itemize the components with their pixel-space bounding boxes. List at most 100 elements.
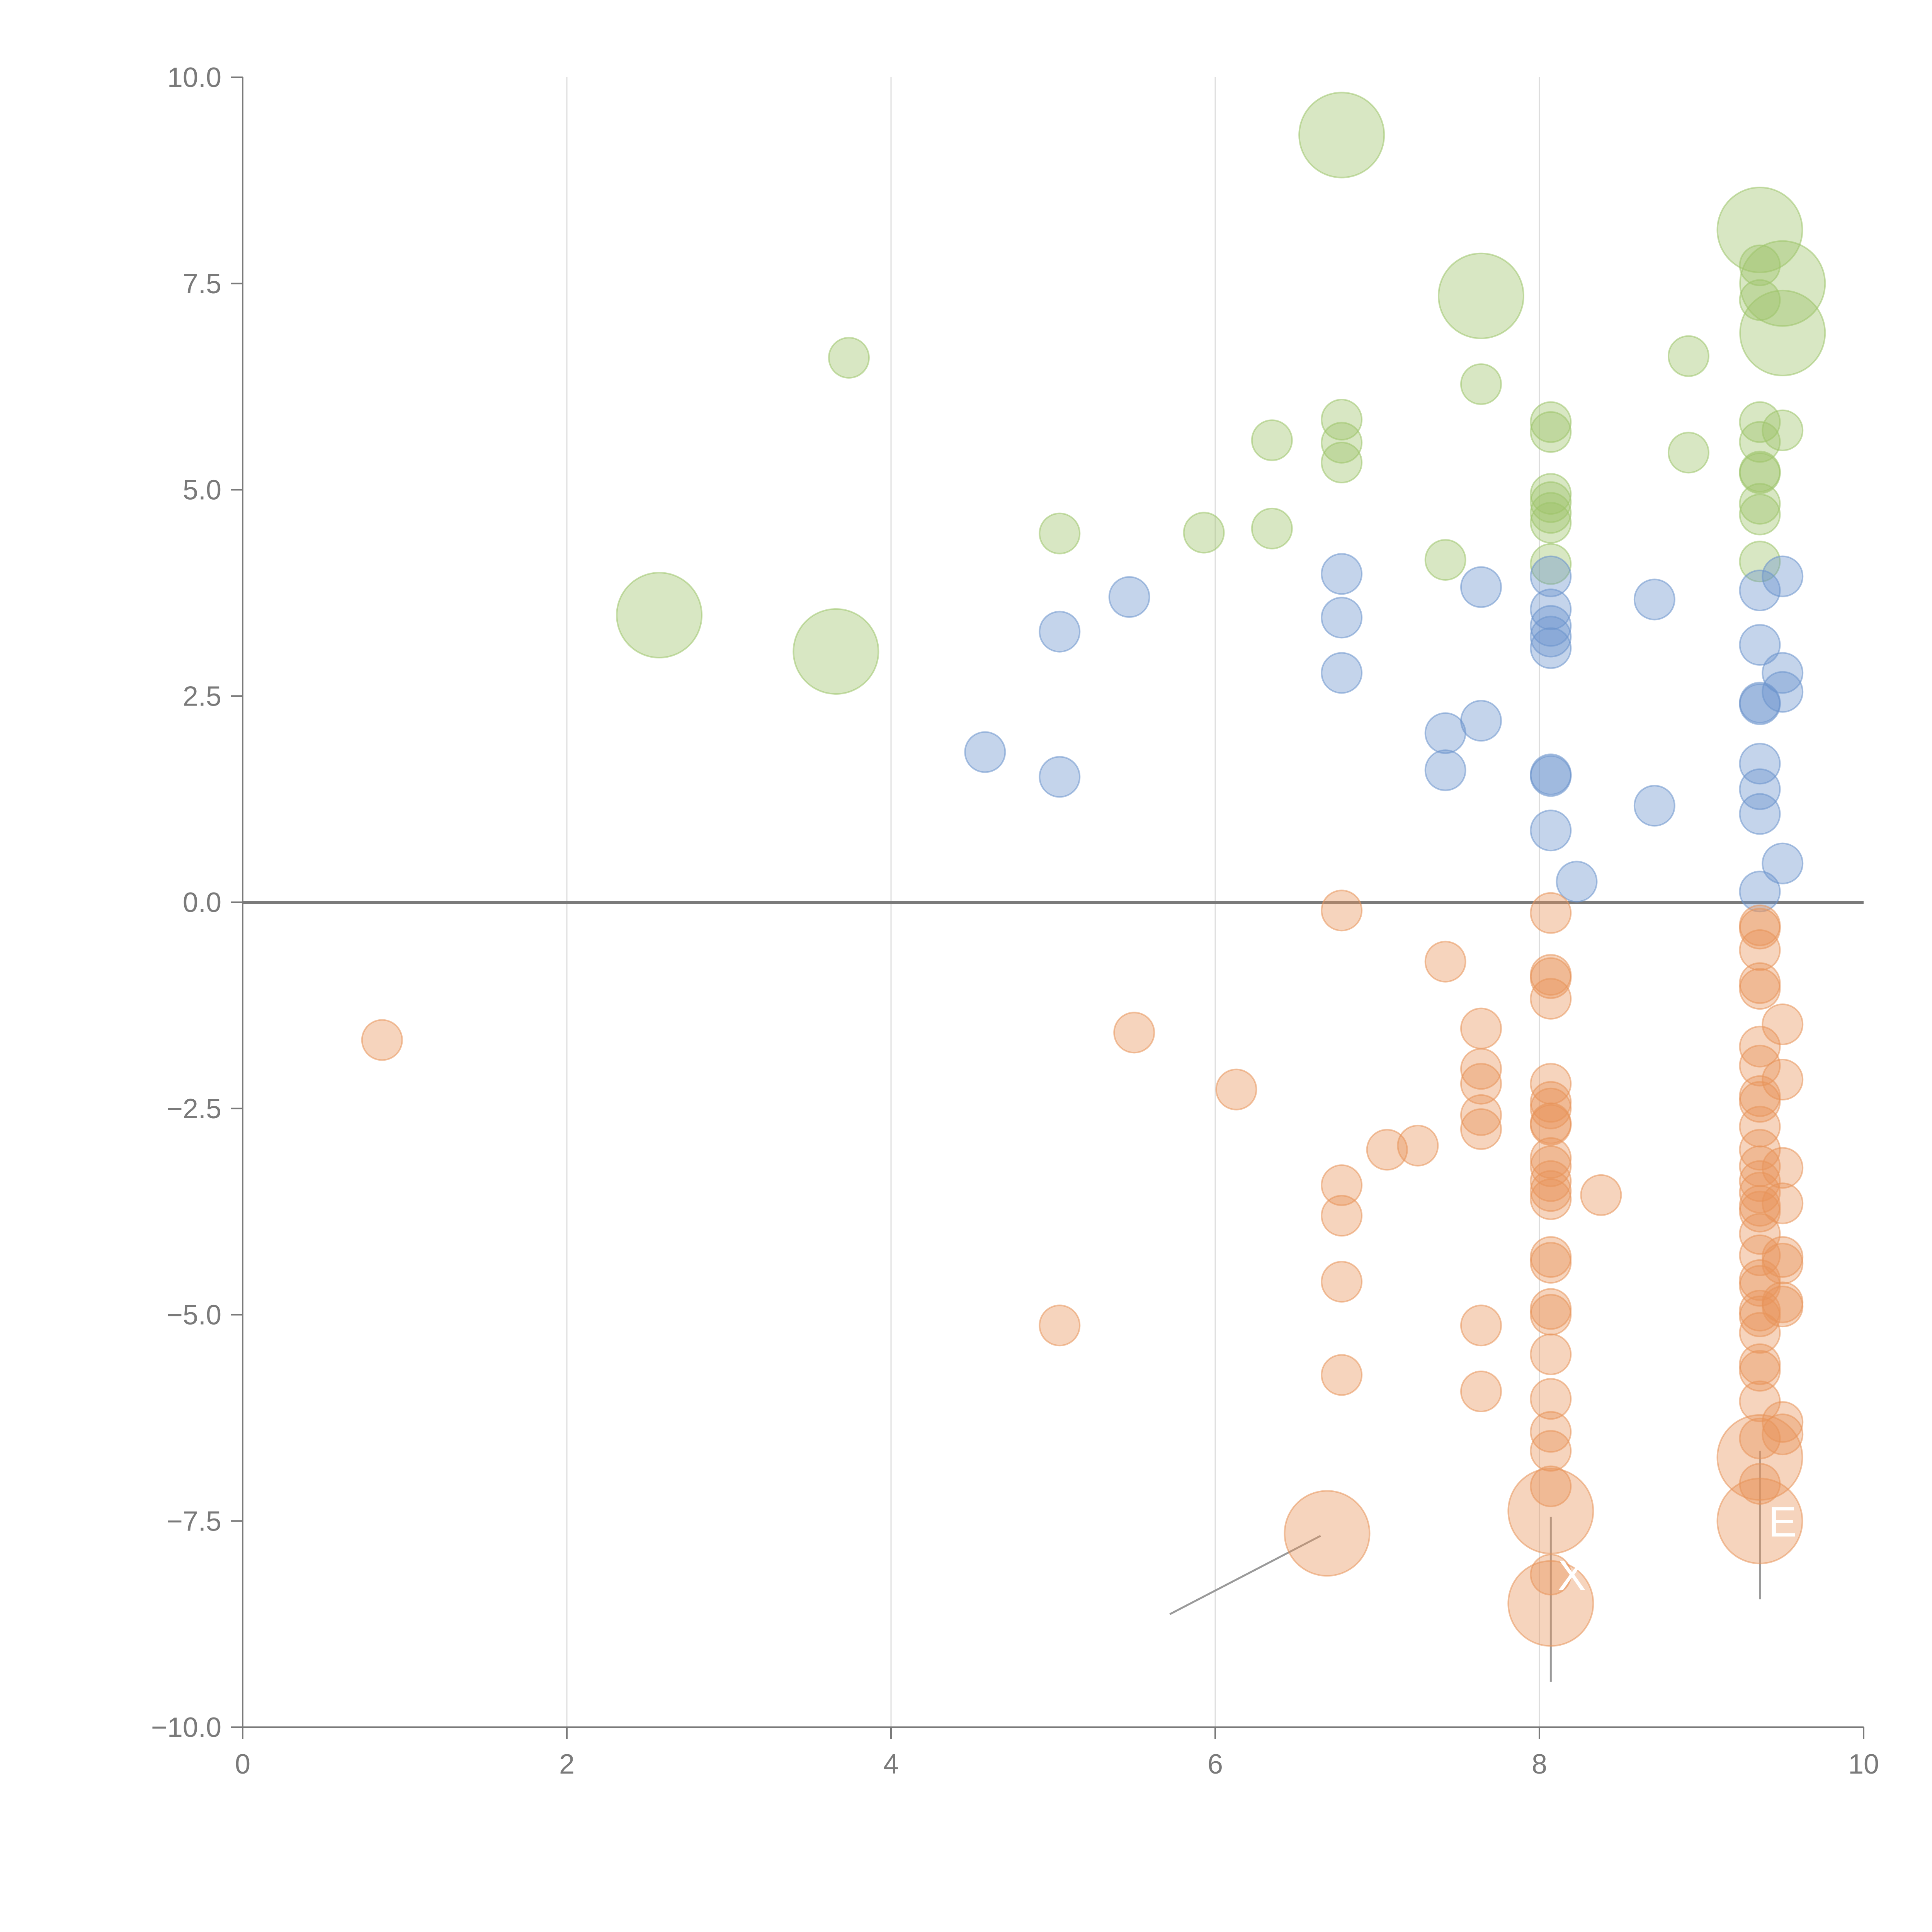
blue-point: [1762, 842, 1804, 884]
blue-point: [1739, 871, 1781, 913]
orange-point: [1739, 1075, 1781, 1117]
orange-point: [1739, 1234, 1781, 1276]
green-point: [1321, 399, 1363, 441]
green-point: [1716, 186, 1803, 273]
orange-point: [1739, 1026, 1781, 1068]
green-point: [793, 608, 879, 695]
orange-point: [1530, 1554, 1572, 1596]
green-point: [1739, 483, 1781, 525]
orange-point: [1739, 1160, 1781, 1202]
orange-point: [1039, 1304, 1081, 1347]
blue-point: [1633, 578, 1675, 621]
blue-point: [1460, 566, 1502, 608]
y-tick-label: 7.5: [183, 269, 221, 299]
blue-point: [1762, 652, 1804, 694]
orange-point: [1739, 968, 1781, 1010]
y-tick-label: 5.0: [183, 475, 221, 506]
green-point: [1739, 240, 1826, 327]
x-tick-label: 2: [559, 1749, 575, 1780]
x-tick-label: 10: [1848, 1749, 1879, 1780]
annotation-leader-line: [1169, 1535, 1321, 1615]
orange-point: [1215, 1068, 1257, 1111]
orange-point: [1530, 1178, 1572, 1220]
green-point: [1739, 421, 1781, 463]
orange-point: [1530, 1411, 1572, 1453]
orange-point: [1460, 1007, 1502, 1049]
orange-point: [1460, 1371, 1502, 1413]
green-point: [1437, 252, 1524, 339]
orange-point: [1507, 1560, 1594, 1647]
blue-point: [1739, 793, 1781, 835]
orange-point: [1762, 1003, 1804, 1045]
orange-point: [1530, 1145, 1572, 1187]
green-point: [1739, 289, 1826, 376]
orange-point: [1530, 1170, 1572, 1212]
blue-point: [1762, 671, 1804, 713]
y-tick-label: −5.0: [167, 1300, 221, 1331]
orange-point: [1321, 1164, 1363, 1206]
y-tick-label: 2.5: [183, 681, 221, 712]
x-tick-label: 6: [1208, 1749, 1223, 1780]
green-point: [1039, 512, 1081, 554]
orange-point: [1530, 1137, 1572, 1179]
blue-point: [1039, 611, 1081, 653]
green-point: [1321, 442, 1363, 484]
orange-point: [1530, 1104, 1572, 1146]
orange-point: [1580, 1174, 1622, 1216]
blue-point: [1739, 768, 1781, 810]
green-point: [616, 572, 703, 659]
orange-point: [1739, 1081, 1781, 1123]
orange-point: [1762, 1182, 1804, 1225]
orange-point: [1739, 1350, 1781, 1392]
blue-point: [1739, 683, 1781, 725]
green-point: [1667, 335, 1709, 377]
blue-point: [1321, 597, 1363, 639]
blue-point: [1108, 576, 1150, 618]
green-point: [1530, 401, 1572, 443]
blue-point: [1530, 810, 1572, 852]
green-point: [1251, 507, 1293, 549]
orange-point: [1366, 1129, 1408, 1171]
green-point: [1530, 473, 1572, 515]
orange-point: [1762, 1286, 1804, 1328]
blue-point: [1739, 624, 1781, 666]
orange-point: [1739, 1044, 1781, 1087]
orange-point: [1739, 1190, 1781, 1233]
orange-point: [1530, 1160, 1572, 1202]
blue-point: [1556, 861, 1598, 903]
x-tick-label: 4: [883, 1749, 899, 1780]
blue-point: [1039, 756, 1081, 798]
orange-point: [1739, 929, 1781, 971]
orange-point: [1321, 1354, 1363, 1396]
green-point: [1739, 279, 1781, 321]
blue-point: [1321, 652, 1363, 694]
y-tick-label: 10.0: [167, 62, 221, 93]
orange-point: [1460, 1063, 1502, 1105]
orange-point: [1424, 940, 1466, 983]
orange-point: [1530, 978, 1572, 1020]
green-point: [1739, 493, 1781, 536]
orange-point: [1321, 1195, 1363, 1237]
blue-point: [1762, 555, 1804, 597]
annotation-label: E: [1769, 1498, 1797, 1546]
green-point: [1183, 512, 1225, 554]
orange-point: [1739, 1213, 1781, 1255]
green-point: [1460, 363, 1502, 405]
green-point: [1424, 539, 1466, 581]
orange-point: [1321, 1261, 1363, 1303]
blue-point: [1424, 712, 1466, 754]
axes: [242, 77, 1864, 1728]
orange-point: [1530, 1430, 1572, 1472]
orange-point: [1530, 1294, 1572, 1336]
orange-point: [1397, 1124, 1439, 1167]
annotation-leaders: [1169, 1451, 1761, 1682]
y-tick-label: −7.5: [167, 1506, 221, 1537]
orange-point: [1762, 1243, 1804, 1285]
orange-point: [1762, 1059, 1804, 1101]
y-tick-label: −2.5: [167, 1094, 221, 1124]
blue-point: [1530, 627, 1572, 669]
green-point: [1739, 452, 1781, 494]
blue-point: [1530, 755, 1572, 797]
orange-point: [361, 1019, 403, 1061]
green-point: [1298, 92, 1385, 179]
